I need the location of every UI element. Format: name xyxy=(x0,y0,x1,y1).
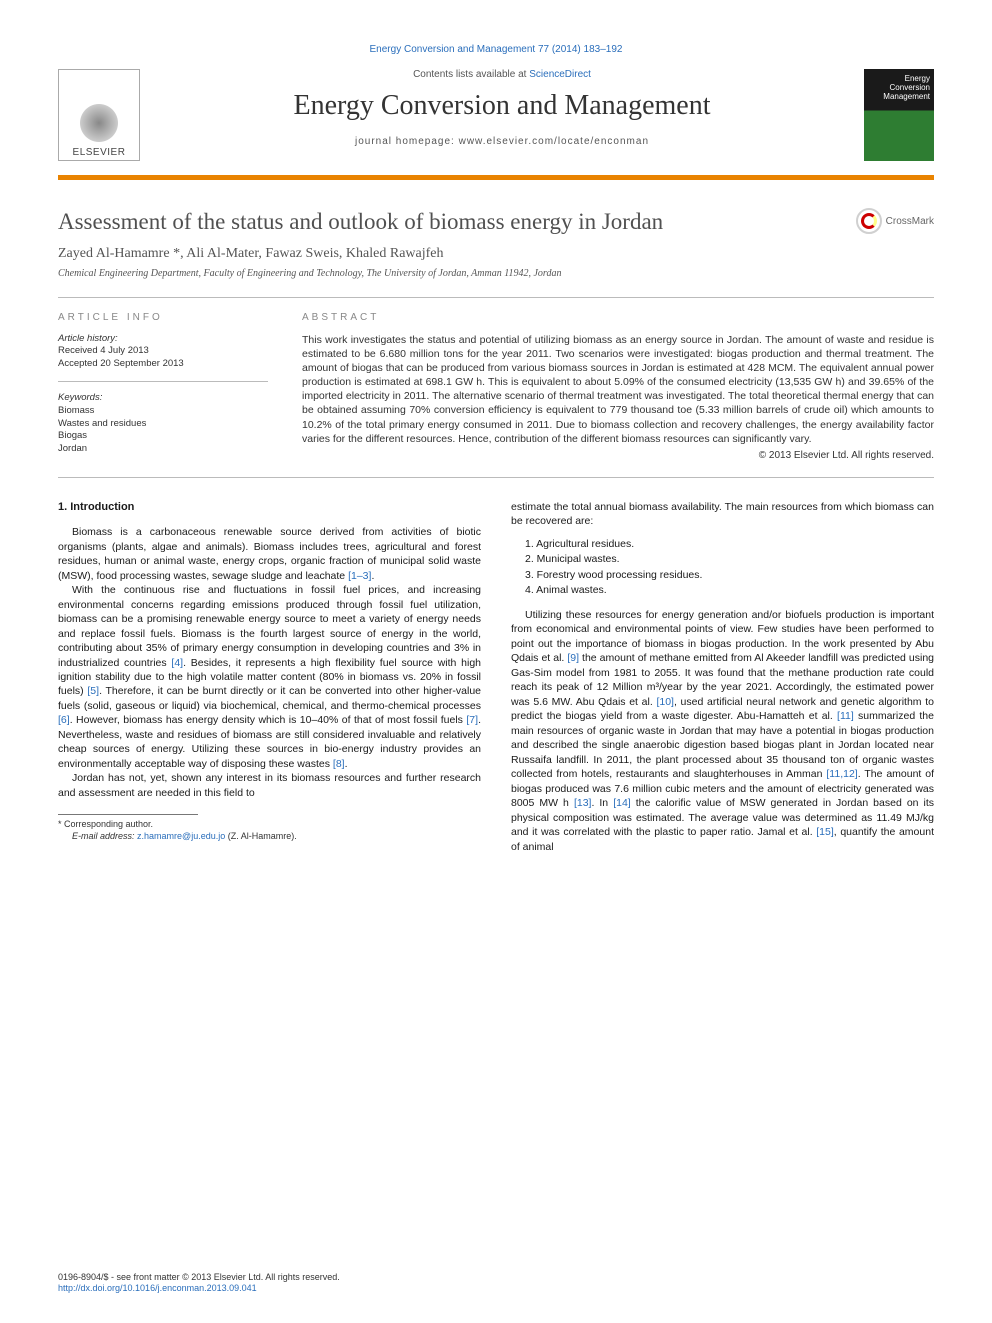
rule-bottom xyxy=(58,477,934,478)
authors: Zayed Al-Hamamre *, Ali Al-Mater, Fawaz … xyxy=(58,246,934,262)
contents-prefix: Contents lists available at xyxy=(413,69,529,80)
homepage-line: journal homepage: www.elsevier.com/locat… xyxy=(158,136,846,147)
footnote-separator xyxy=(58,814,198,815)
email-suffix: (Z. Al-Hamamre). xyxy=(225,831,297,841)
body-para: Jordan has not, yet, shown any interest … xyxy=(58,771,481,800)
body-col-left: 1. Introduction Biomass is a carbonaceou… xyxy=(58,500,481,854)
body-para: estimate the total annual biomass availa… xyxy=(511,500,934,529)
received-date: Received 4 July 2013 xyxy=(58,345,268,358)
paper-title: Assessment of the status and outlook of … xyxy=(58,208,842,236)
citation[interactable]: [10] xyxy=(656,696,674,708)
title-row: Assessment of the status and outlook of … xyxy=(58,208,934,236)
meta-row: ARTICLE INFO Article history: Received 4… xyxy=(58,298,934,477)
header-center: Contents lists available at ScienceDirec… xyxy=(158,69,846,147)
contents-line: Contents lists available at ScienceDirec… xyxy=(158,69,846,80)
email-link[interactable]: z.hamamre@ju.edu.jo xyxy=(137,831,225,841)
footer-copyright: 0196-8904/$ - see front matter © 2013 El… xyxy=(58,1272,934,1284)
page-footer: 0196-8904/$ - see front matter © 2013 El… xyxy=(58,1272,934,1295)
keyword: Jordan xyxy=(58,443,268,456)
accent-bar xyxy=(58,175,934,180)
keywords-hdr: Keywords: xyxy=(58,392,268,405)
accepted-date: Accepted 20 September 2013 xyxy=(58,358,268,371)
body-para: Utilizing these resources for energy gen… xyxy=(511,608,934,854)
section-1-title: 1. Introduction xyxy=(58,500,481,515)
elsevier-label: ELSEVIER xyxy=(73,147,126,158)
keyword: Biomass xyxy=(58,405,268,418)
homepage-prefix: journal homepage: xyxy=(355,136,459,147)
history-hdr: Article history: xyxy=(58,333,268,346)
citation[interactable]: [4] xyxy=(171,657,183,669)
article-info-label: ARTICLE INFO xyxy=(58,312,268,323)
citation[interactable]: [5] xyxy=(87,685,99,697)
sciencedirect-link[interactable]: ScienceDirect xyxy=(529,69,591,80)
top-citation-link[interactable]: Energy Conversion and Management 77 (201… xyxy=(58,44,934,55)
citation[interactable]: [14] xyxy=(613,797,631,809)
article-info-col: ARTICLE INFO Article history: Received 4… xyxy=(58,312,268,461)
journal-cover-text: Energy Conversion Management xyxy=(883,75,930,101)
elsevier-tree-icon xyxy=(69,87,129,147)
abstract-label: ABSTRACT xyxy=(302,312,934,323)
body-columns: 1. Introduction Biomass is a carbonaceou… xyxy=(58,500,934,854)
citation[interactable]: [15] xyxy=(816,826,834,838)
crossmark-icon xyxy=(856,208,882,234)
citation[interactable]: [11] xyxy=(837,710,854,722)
citation[interactable]: [13] xyxy=(574,797,592,809)
journal-header: ELSEVIER Contents lists available at Sci… xyxy=(58,69,934,161)
abstract-text: This work investigates the status and po… xyxy=(302,333,934,446)
keyword: Biogas xyxy=(58,430,268,443)
corresponding-author: * Corresponding author. xyxy=(58,819,481,831)
body-col-right: estimate the total annual biomass availa… xyxy=(511,500,934,854)
journal-title: Energy Conversion and Management xyxy=(158,90,846,122)
homepage-url[interactable]: www.elsevier.com/locate/enconman xyxy=(459,136,649,147)
abstract-col: ABSTRACT This work investigates the stat… xyxy=(302,312,934,461)
citation[interactable]: [7] xyxy=(466,714,478,726)
citation[interactable]: [9] xyxy=(567,652,579,664)
list-item: 1. Agricultural residues. xyxy=(525,537,934,551)
abstract-copyright: © 2013 Elsevier Ltd. All rights reserved… xyxy=(302,450,934,461)
citation[interactable]: [1–3] xyxy=(348,570,371,582)
list-item: 2. Municipal wastes. xyxy=(525,552,934,566)
citation[interactable]: [8] xyxy=(333,758,345,770)
list-item: 3. Forestry wood processing residues. xyxy=(525,568,934,582)
article-info-block: Article history: Received 4 July 2013 Ac… xyxy=(58,333,268,457)
elsevier-logo: ELSEVIER xyxy=(58,69,140,161)
corresponding-footnote: * Corresponding author. E-mail address: … xyxy=(58,819,481,842)
crossmark-label: CrossMark xyxy=(886,216,934,227)
body-para: With the continuous rise and fluctuation… xyxy=(58,583,481,771)
keyword: Wastes and residues xyxy=(58,418,268,431)
body-para: Biomass is a carbonaceous renewable sour… xyxy=(58,525,481,583)
crossmark-badge[interactable]: CrossMark xyxy=(856,208,934,234)
citation[interactable]: [6] xyxy=(58,714,70,726)
citation[interactable]: [11,12] xyxy=(826,768,857,780)
journal-cover: Energy Conversion Management xyxy=(864,69,934,161)
resource-list: 1. Agricultural residues. 2. Municipal w… xyxy=(525,537,934,598)
list-item: 4. Animal wastes. xyxy=(525,583,934,597)
affiliation: Chemical Engineering Department, Faculty… xyxy=(58,268,934,279)
doi-link[interactable]: http://dx.doi.org/10.1016/j.enconman.201… xyxy=(58,1283,257,1293)
email-label: E-mail address: xyxy=(72,831,135,841)
